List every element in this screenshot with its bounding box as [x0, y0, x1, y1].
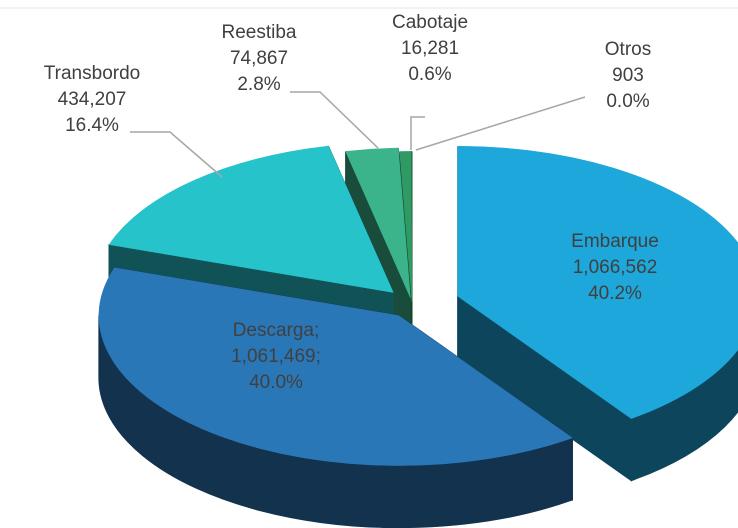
- label-percent: 40.2%: [588, 283, 642, 304]
- label-value: 1,066,562: [573, 257, 658, 278]
- pie: [98, 145, 738, 528]
- slice: [345, 147, 411, 298]
- label-value: 16,281: [401, 38, 459, 59]
- label-name: Cabotaje: [392, 12, 468, 33]
- leader-line: [130, 131, 223, 178]
- slice: [399, 151, 413, 302]
- label-name: Reestiba: [222, 22, 297, 43]
- slice-side: [630, 348, 738, 482]
- leader-line: [415, 96, 586, 151]
- labels: Embarque 1,066,562 40.2% Descarga; 1,061,469…: [44, 12, 659, 393]
- label-percent: 16.4%: [65, 115, 119, 136]
- label-value: 74,867: [230, 48, 288, 69]
- label-name: Embarque: [571, 231, 659, 252]
- label-name: Descarga;: [233, 320, 320, 341]
- label-name: Otros: [605, 39, 651, 60]
- label-name: Transbordo: [44, 63, 140, 84]
- slice: [457, 146, 738, 419]
- label-value: 903: [612, 65, 644, 86]
- label-percent: 0.6%: [408, 64, 451, 85]
- slice: [98, 267, 573, 466]
- label-percent: 0.0%: [606, 91, 649, 112]
- label-percent: 40.0%: [249, 372, 303, 393]
- label-value: 1,061,469;: [231, 346, 321, 367]
- leader-line: [410, 116, 425, 150]
- leader-line: [290, 91, 379, 149]
- label-value: 434,207: [58, 89, 127, 110]
- slice: [108, 145, 394, 293]
- label-percent: 2.8%: [237, 74, 280, 95]
